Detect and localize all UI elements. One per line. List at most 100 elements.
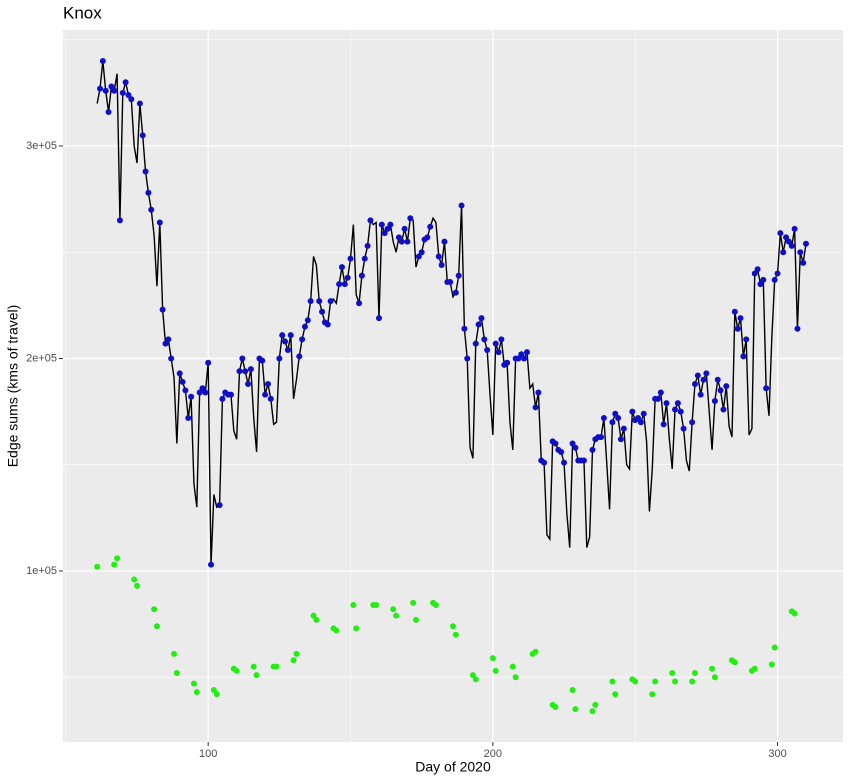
data-point xyxy=(509,663,516,670)
data-point xyxy=(672,678,679,685)
data-point xyxy=(731,308,738,315)
data-point xyxy=(341,281,348,288)
data-point xyxy=(785,238,792,245)
data-point xyxy=(253,672,260,679)
data-point xyxy=(381,230,388,237)
data-point xyxy=(552,703,559,710)
data-point xyxy=(632,678,639,685)
data-point xyxy=(344,274,351,281)
data-point xyxy=(176,370,183,377)
data-point xyxy=(441,238,448,245)
data-point xyxy=(515,355,522,362)
data-point xyxy=(697,391,704,398)
data-point xyxy=(802,240,809,247)
data-point xyxy=(404,238,411,245)
data-point xyxy=(367,217,374,224)
data-point xyxy=(561,459,568,466)
data-point xyxy=(472,676,479,683)
data-point xyxy=(239,355,246,362)
data-point xyxy=(338,264,345,271)
data-point xyxy=(136,100,143,107)
data-point xyxy=(378,221,385,228)
data-point xyxy=(347,255,354,262)
data-point xyxy=(711,397,718,404)
data-point xyxy=(450,623,456,630)
data-point xyxy=(301,323,308,330)
data-point xyxy=(580,457,587,464)
data-point xyxy=(193,689,200,696)
data-point xyxy=(114,555,121,562)
data-point xyxy=(768,661,775,668)
data-point xyxy=(182,387,189,394)
data-point xyxy=(612,410,619,417)
data-point xyxy=(700,376,707,383)
data-point xyxy=(199,385,206,392)
data-point xyxy=(111,561,118,568)
data-point xyxy=(760,276,767,283)
data-point xyxy=(156,219,163,226)
data-point xyxy=(589,446,596,453)
data-point xyxy=(242,368,249,375)
data-point xyxy=(689,419,696,426)
data-point xyxy=(284,346,291,353)
data-point xyxy=(800,259,807,266)
data-point xyxy=(680,425,687,432)
data-point xyxy=(541,459,548,466)
data-point xyxy=(711,674,718,681)
data-point xyxy=(498,336,505,343)
data-point xyxy=(119,89,126,96)
data-point xyxy=(196,389,203,396)
data-point xyxy=(250,663,257,670)
data-point xyxy=(743,336,750,343)
data-point xyxy=(350,601,357,608)
data-point xyxy=(552,440,559,447)
data-point xyxy=(142,168,149,175)
data-point xyxy=(290,657,297,664)
data-point xyxy=(94,563,101,570)
data-point xyxy=(771,644,778,651)
data-point xyxy=(171,650,178,657)
data-point xyxy=(236,368,243,375)
data-point xyxy=(273,663,280,670)
data-point xyxy=(464,355,471,362)
data-point xyxy=(615,414,622,421)
data-point xyxy=(754,266,761,273)
data-point xyxy=(293,650,300,657)
data-point xyxy=(734,325,741,332)
data-point xyxy=(780,249,787,256)
data-point xyxy=(304,317,311,324)
data-point xyxy=(279,332,286,339)
data-point xyxy=(148,206,155,213)
data-point xyxy=(569,686,576,693)
data-point xyxy=(674,400,681,407)
data-point xyxy=(447,278,454,285)
data-point xyxy=(393,612,400,619)
data-point xyxy=(663,400,670,407)
data-point xyxy=(660,421,667,428)
data-point xyxy=(472,340,479,347)
data-point xyxy=(600,414,607,421)
data-point xyxy=(691,669,698,676)
data-point xyxy=(620,425,627,432)
data-point xyxy=(589,708,596,715)
data-point xyxy=(612,691,619,698)
x-tick-label: 200 xyxy=(484,748,502,760)
data-point xyxy=(771,276,778,283)
data-point xyxy=(190,680,197,687)
data-point xyxy=(364,242,371,249)
data-point xyxy=(720,406,727,413)
data-point xyxy=(492,340,499,347)
data-point xyxy=(227,391,234,398)
data-point xyxy=(672,406,679,413)
data-point xyxy=(356,300,363,307)
data-point xyxy=(131,576,138,583)
data-point xyxy=(108,83,115,90)
data-point xyxy=(267,395,274,402)
data-point xyxy=(791,225,798,232)
data-point xyxy=(532,648,539,655)
data-point xyxy=(427,223,434,230)
data-point xyxy=(629,408,636,415)
data-point xyxy=(128,96,135,103)
data-point xyxy=(111,87,118,94)
data-point xyxy=(276,355,283,362)
